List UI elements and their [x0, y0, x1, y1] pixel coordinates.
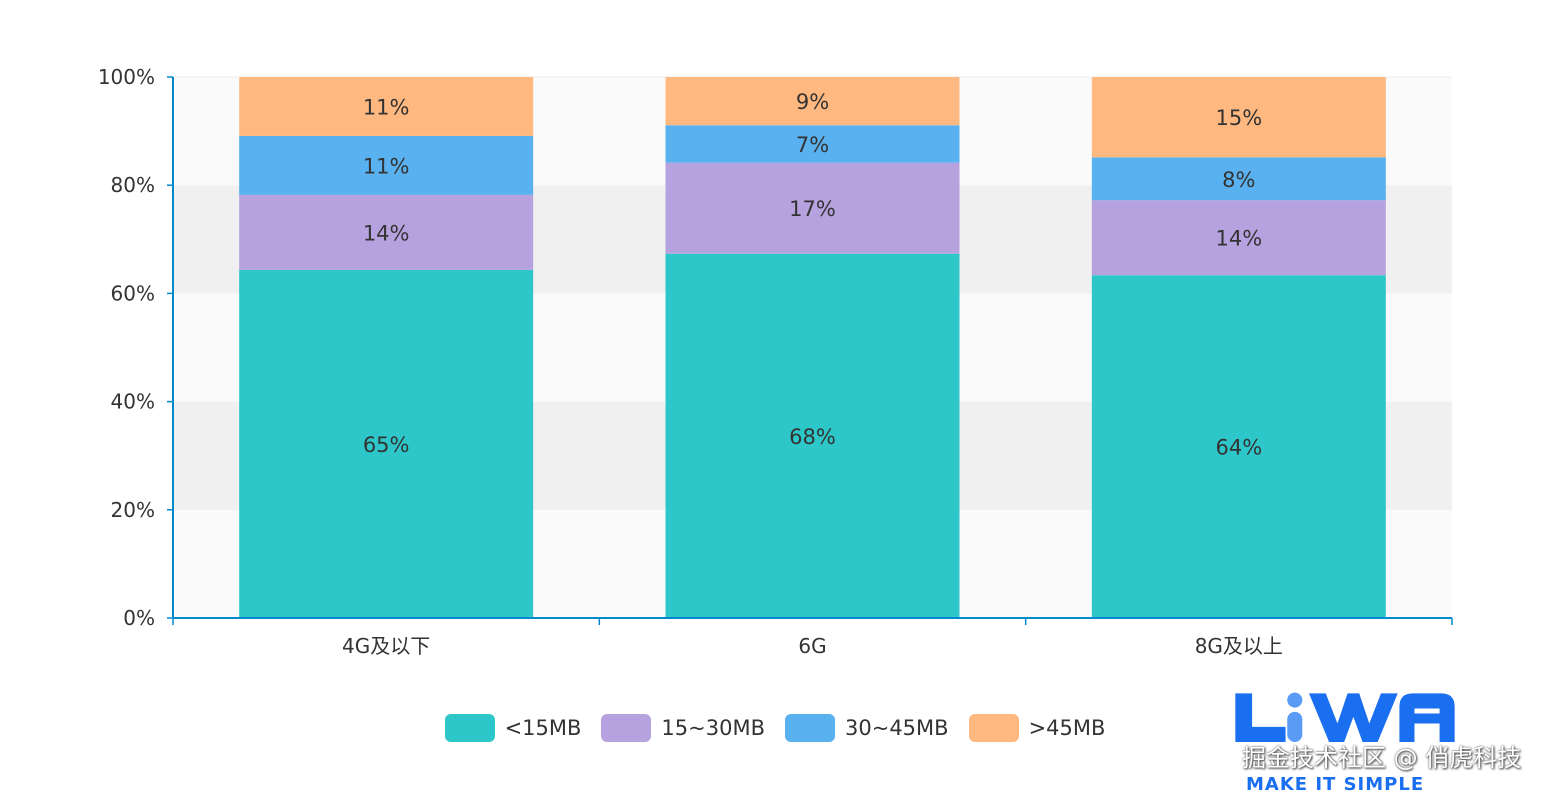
data-label: 14% — [1215, 227, 1262, 251]
data-label: 15% — [1215, 106, 1262, 130]
x-tick-label: 4G及以下 — [342, 634, 430, 658]
legend-swatch — [444, 714, 495, 742]
data-label: 11% — [363, 154, 410, 178]
data-label: 14% — [363, 221, 410, 245]
watermark-text: 掘金技术社区 @ 俏虎科技 — [1242, 744, 1522, 772]
y-tick-label: 80% — [111, 173, 155, 197]
data-label: 17% — [789, 197, 836, 221]
legend-item[interactable]: >45MB — [968, 714, 1106, 742]
logo-tagline: MAKE IT SIMPLE — [1246, 774, 1425, 795]
data-label: 11% — [363, 95, 410, 119]
bar-segment — [1091, 200, 1386, 276]
y-tick-label: 40% — [111, 390, 155, 414]
data-label: 64% — [1215, 436, 1262, 460]
y-tick-label: 60% — [111, 281, 155, 305]
y-tick-label: 20% — [111, 498, 155, 522]
bar-segment — [665, 162, 960, 254]
legend-label: 15~30MB — [661, 716, 765, 740]
legend-item[interactable]: 15~30MB — [601, 714, 765, 742]
bar-segment — [239, 77, 534, 136]
y-tick-label: 0% — [123, 606, 155, 630]
bar-segment — [239, 135, 534, 195]
legend-label: >45MB — [1028, 716, 1106, 740]
bar-segment — [1091, 275, 1386, 618]
bar-segment — [1091, 157, 1386, 201]
legend-label: 30~45MB — [845, 716, 949, 740]
bar-segment — [665, 125, 960, 163]
bar-segment — [1091, 77, 1386, 158]
x-tick-label: 8G及以上 — [1195, 634, 1283, 658]
x-tick-label: 6G — [798, 634, 826, 658]
legend-swatch — [785, 714, 835, 742]
liwa-logo — [1235, 692, 1455, 742]
data-label: 8% — [1222, 168, 1255, 192]
bar-segment — [239, 269, 534, 618]
bar-segment — [239, 194, 534, 270]
data-label: 7% — [796, 133, 829, 157]
data-label: 65% — [363, 433, 410, 457]
legend-swatch — [601, 714, 652, 742]
legend-label: <15MB — [504, 716, 582, 740]
legend: <15MB 15~30MB 30~45MB >45MB — [0, 714, 1550, 742]
bar-segment — [665, 77, 960, 126]
legend-item[interactable]: <15MB — [444, 714, 582, 742]
data-label: 9% — [796, 90, 829, 114]
legend-swatch — [968, 714, 1019, 742]
stacked-bar-chart: 0% 20% 40% 60% 80% 100% 65% 14% 11% 11% 4G及以下 68% 17… — [98, 65, 1453, 658]
y-tick-label: 100% — [98, 65, 155, 89]
legend-item[interactable]: 30~45MB — [785, 714, 949, 742]
data-label: 68% — [789, 425, 836, 449]
bar-segment — [665, 253, 960, 618]
